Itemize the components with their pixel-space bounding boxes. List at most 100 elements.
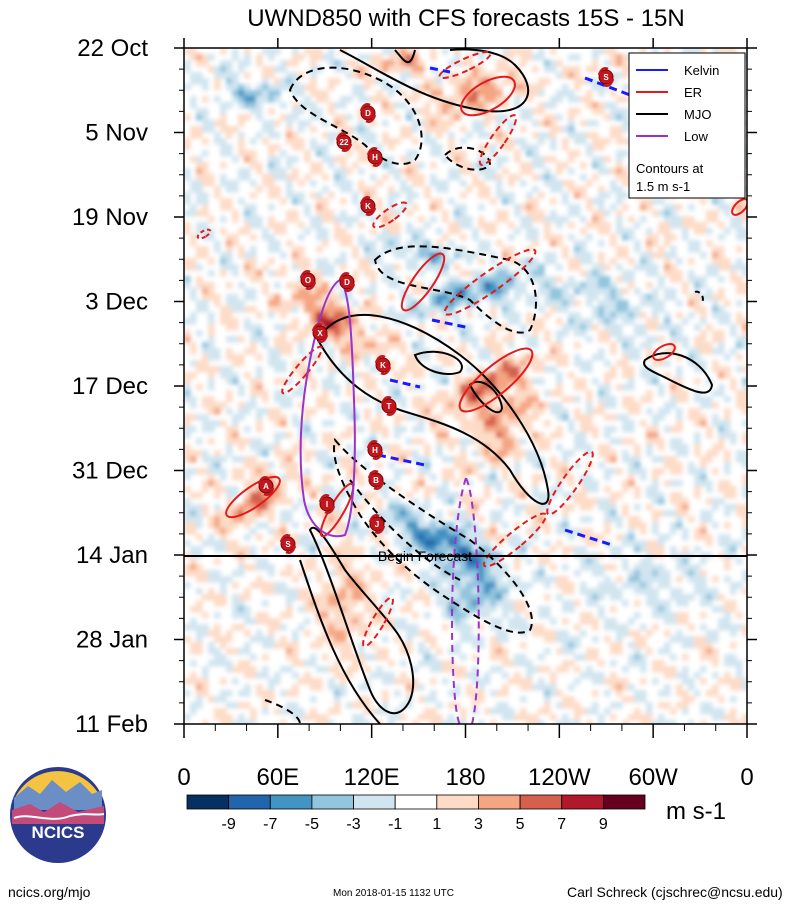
- heatmap-cell: [466, 216, 473, 223]
- heatmap-cell: [580, 618, 587, 625]
- heatmap-cell: [292, 450, 299, 457]
- heatmap-cell: [574, 138, 581, 145]
- heatmap-cell: [226, 630, 233, 637]
- heatmap-cell: [268, 348, 275, 355]
- heatmap-cell: [490, 96, 497, 103]
- heatmap-cell: [298, 402, 305, 409]
- heatmap-cell: [628, 306, 635, 313]
- heatmap-cell: [310, 354, 317, 361]
- heatmap-cell: [292, 366, 299, 373]
- heatmap-cell: [694, 390, 701, 397]
- heatmap-cell: [220, 180, 227, 187]
- heatmap-cell: [280, 168, 287, 175]
- heatmap-cell: [640, 540, 647, 547]
- heatmap-cell: [184, 414, 191, 421]
- heatmap-cell: [364, 348, 371, 355]
- heatmap-cell: [616, 330, 623, 337]
- heatmap-cell: [538, 324, 545, 331]
- heatmap-cell: [694, 408, 701, 415]
- heatmap-cell: [436, 450, 443, 457]
- heatmap-cell: [274, 354, 281, 361]
- heatmap-cell: [520, 258, 527, 265]
- heatmap-cell: [562, 396, 569, 403]
- heatmap-cell: [202, 150, 209, 157]
- heatmap-cell: [328, 636, 335, 643]
- heatmap-cell: [520, 582, 527, 589]
- heatmap-cell: [634, 468, 641, 475]
- heatmap-cell: [232, 486, 239, 493]
- heatmap-cell: [460, 582, 467, 589]
- heatmap-cell: [262, 462, 269, 469]
- heatmap-cell: [622, 72, 629, 79]
- heatmap-cell: [730, 270, 737, 277]
- heatmap-cell: [184, 504, 191, 511]
- heatmap-cell: [622, 66, 629, 73]
- heatmap-cell: [442, 354, 449, 361]
- heatmap-cell: [280, 102, 287, 109]
- heatmap-cell: [688, 246, 695, 253]
- heatmap-cell: [250, 234, 257, 241]
- heatmap-cell: [604, 228, 611, 235]
- heatmap-cell: [568, 156, 575, 163]
- heatmap-cell: [208, 474, 215, 481]
- heatmap-cell: [400, 402, 407, 409]
- heatmap-cell: [448, 138, 455, 145]
- heatmap-cell: [532, 366, 539, 373]
- heatmap-cell: [334, 342, 341, 349]
- heatmap-cell: [346, 486, 353, 493]
- heatmap-cell: [562, 246, 569, 253]
- heatmap-cell: [586, 270, 593, 277]
- heatmap-cell: [220, 198, 227, 205]
- heatmap-cell: [388, 204, 395, 211]
- heatmap-cell: [472, 372, 479, 379]
- heatmap-cell: [568, 180, 575, 187]
- heatmap-cell: [640, 330, 647, 337]
- heatmap-cell: [742, 204, 747, 211]
- heatmap-cell: [580, 432, 587, 439]
- heatmap-cell: [376, 414, 383, 421]
- heatmap-cell: [394, 426, 401, 433]
- heatmap-cell: [316, 48, 323, 55]
- heatmap-cell: [622, 318, 629, 325]
- heatmap-cell: [406, 48, 413, 55]
- heatmap-cell: [592, 120, 599, 127]
- heatmap-cell: [730, 276, 737, 283]
- heatmap-cell: [442, 360, 449, 367]
- heatmap-cell: [562, 144, 569, 151]
- heatmap-cell: [244, 60, 251, 67]
- heatmap-cell: [664, 216, 671, 223]
- heatmap-cell: [382, 240, 389, 247]
- heatmap-cell: [418, 372, 425, 379]
- heatmap-cell: [586, 420, 593, 427]
- heatmap-cell: [310, 48, 317, 55]
- heatmap-cell: [604, 516, 611, 523]
- heatmap-cell: [232, 156, 239, 163]
- heatmap-cell: [244, 630, 251, 637]
- heatmap-cell: [676, 438, 683, 445]
- heatmap-cell: [214, 462, 221, 469]
- heatmap-cell: [484, 354, 491, 361]
- heatmap-cell: [322, 318, 329, 325]
- heatmap-cell: [376, 78, 383, 85]
- heatmap-cell: [268, 588, 275, 595]
- heatmap-cell: [466, 462, 473, 469]
- heatmap-cell: [574, 192, 581, 199]
- heatmap-cell: [550, 306, 557, 313]
- heatmap-cell: [646, 396, 653, 403]
- heatmap-cell: [268, 618, 275, 625]
- heatmap-cell: [268, 294, 275, 301]
- heatmap-cell: [442, 126, 449, 133]
- heatmap-cell: [490, 336, 497, 343]
- heatmap-cell: [706, 516, 713, 523]
- heatmap-cell: [640, 216, 647, 223]
- heatmap-cell: [436, 132, 443, 139]
- heatmap-cell: [310, 180, 317, 187]
- heatmap-cell: [274, 486, 281, 493]
- heatmap-cell: [550, 342, 557, 349]
- heatmap-cell: [496, 564, 503, 571]
- heatmap-cell: [502, 606, 509, 613]
- heatmap-cell: [220, 204, 227, 211]
- heatmap-cell: [214, 486, 221, 493]
- heatmap-cell: [286, 186, 293, 193]
- heatmap-cell: [322, 264, 329, 271]
